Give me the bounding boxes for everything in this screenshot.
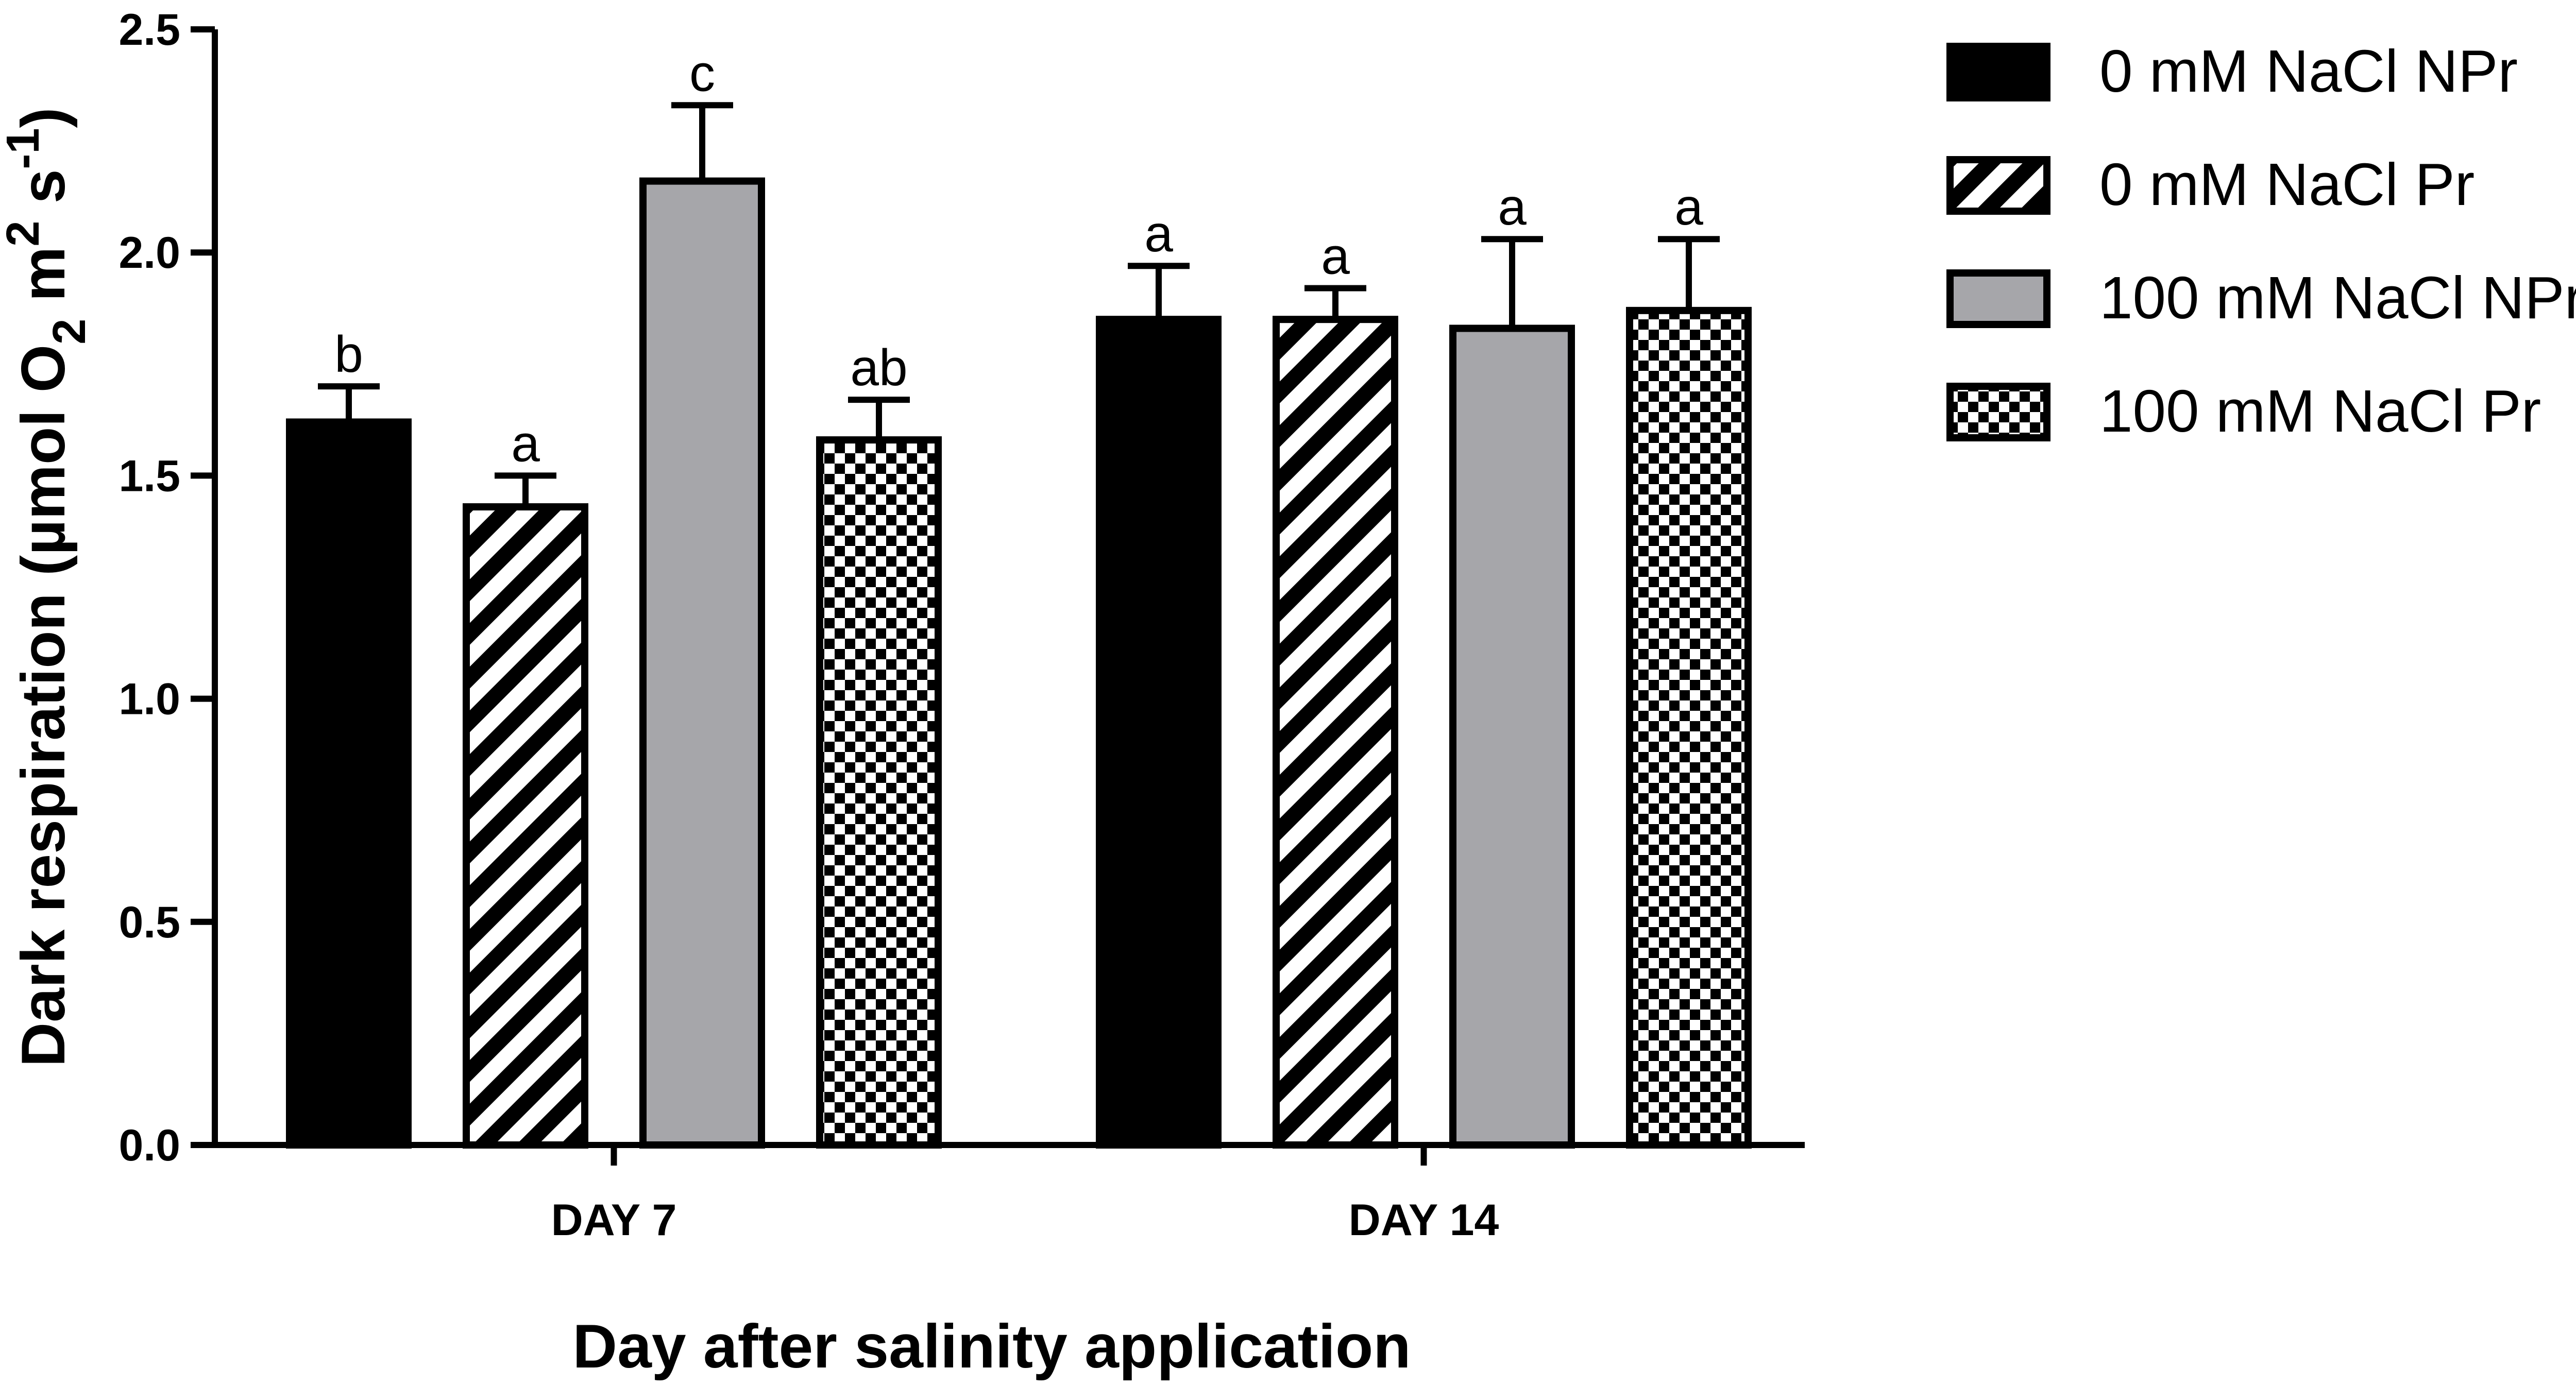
- significance-label: ab: [850, 339, 907, 397]
- legend-swatch: [1946, 43, 2050, 101]
- y-axis-title-sup1: 2: [0, 221, 49, 247]
- bar: [286, 418, 412, 1149]
- bar: [1273, 316, 1398, 1149]
- y-axis-title-main: Dark respiration (µmol O: [9, 345, 78, 1067]
- x-axis-title: Day after salinity application: [572, 1312, 1411, 1381]
- y-tick-label: 1.0: [118, 675, 180, 724]
- y-tick-label: 0.5: [118, 898, 180, 947]
- x-ticks: DAY 7 DAY 14: [551, 1145, 1499, 1245]
- significance-label: a: [1498, 178, 1527, 236]
- y-tick-label: 2.0: [118, 228, 180, 278]
- y-axis-title-end: ): [9, 107, 78, 128]
- significance-label: a: [511, 415, 540, 472]
- bar: [463, 503, 588, 1149]
- y-tick-label: 0.0: [118, 1121, 180, 1170]
- y-tick-label: 1.5: [118, 451, 180, 501]
- legend-swatch: [1946, 383, 2050, 441]
- y-axis-title: Dark respiration (µmol O2 m2 s-1): [0, 107, 95, 1067]
- legend-label: 100 mM NaCl NPr: [2099, 264, 2576, 331]
- significance-label: a: [1144, 205, 1173, 263]
- y-ticks: 0.0 0.5 1.0 1.5 2.0 2.5: [118, 5, 215, 1170]
- plot-area: b a c ab a a a a: [286, 44, 1752, 1149]
- significance-label: a: [1321, 228, 1350, 285]
- significance-label: b: [334, 326, 363, 383]
- bar: [1626, 306, 1752, 1149]
- y-tick-label: 2.5: [118, 5, 180, 55]
- significance-label: a: [1674, 178, 1703, 236]
- axes: [212, 29, 1805, 1148]
- legend-swatch: [1946, 156, 2050, 215]
- y-axis-title-s: s: [9, 169, 78, 220]
- legend-label: 0 mM NaCl NPr: [2099, 38, 2518, 105]
- bar: [1449, 324, 1575, 1149]
- bar: [639, 177, 765, 1149]
- legend: 0 mM NaCl NPr 0 mM NaCl Pr 100 mM NaCl NPr…: [1946, 38, 2576, 444]
- x-tick-label: DAY 7: [551, 1195, 677, 1245]
- significance-label: c: [689, 44, 715, 102]
- legend-swatch: [1946, 269, 2050, 328]
- bar: [816, 436, 942, 1149]
- y-axis-title-m: m: [9, 247, 78, 319]
- y-axis-title-sub: 2: [44, 319, 95, 345]
- x-tick-label: DAY 14: [1349, 1195, 1499, 1245]
- y-axis-title-sup2: -1: [0, 128, 49, 169]
- bar: [1096, 316, 1222, 1149]
- legend-label: 0 mM NaCl Pr: [2099, 151, 2475, 218]
- legend-label: 100 mM NaCl Pr: [2099, 378, 2541, 444]
